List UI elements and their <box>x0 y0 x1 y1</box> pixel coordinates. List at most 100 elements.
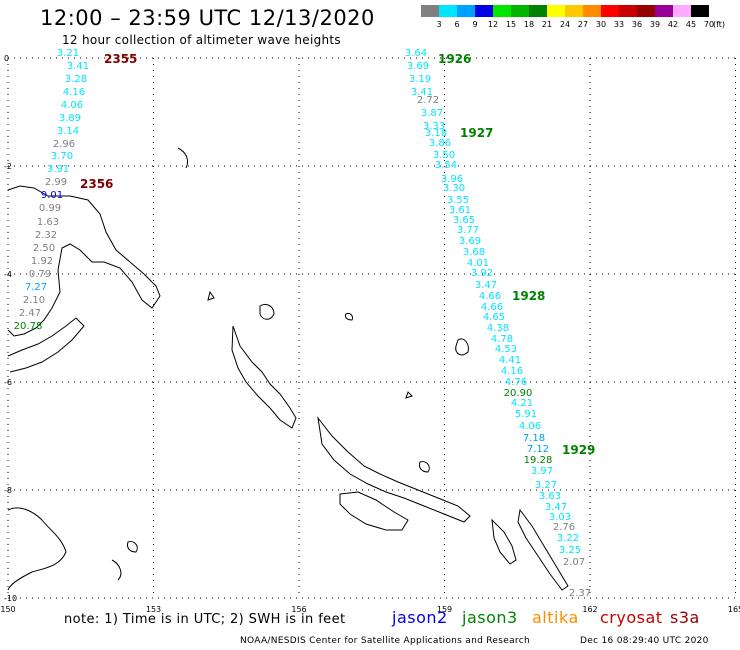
wave-height-value: 4.78 <box>491 334 513 345</box>
scale-label: 24 <box>559 20 571 29</box>
scale-label: 12 <box>487 20 499 29</box>
chart-subtitle: 12 hour collection of altimeter wave hei… <box>62 33 341 47</box>
wave-height-observations: 3.21 3.41 3.28 4.16 4.06 3.89 3.14 2.963.70 3.91… <box>14 48 596 599</box>
scale-swatch <box>673 5 691 17</box>
wave-height-value: 5.91 <box>515 409 537 420</box>
scale-label: 18 <box>523 20 535 29</box>
wave-height-value: 19.28 <box>524 455 553 466</box>
scale-swatch <box>637 5 655 17</box>
wave-height-value: 2.07 <box>563 557 585 568</box>
wave-height-value: 3.97 <box>531 466 553 477</box>
scale-label: 39 <box>649 20 661 29</box>
scale-label: 21 <box>541 20 553 29</box>
x-tick-label: 150 <box>0 605 15 614</box>
scale-swatch <box>439 5 457 17</box>
wave-height-value: 3.41 <box>67 61 89 72</box>
scale-swatch <box>583 5 601 17</box>
wave-height-value: 4.01 <box>467 258 489 269</box>
pass-time-label: 1927 <box>460 126 493 140</box>
wave-height-value: 3.14 <box>57 126 79 137</box>
scale-swatch <box>655 5 673 17</box>
wave-height-value: 4.21 <box>511 398 533 409</box>
wave-height-value: 2.96 <box>53 139 75 150</box>
wave-height-value: 0.79 <box>29 269 51 280</box>
wave-height-value: 3.30 <box>443 183 465 194</box>
wave-height-value: 4.66 <box>479 291 501 302</box>
wave-height-value: 3.65 <box>453 215 475 226</box>
scale-label: 27 <box>577 20 589 29</box>
coastline-islet-4 <box>177 147 189 169</box>
coastline-islet-3 <box>455 338 469 356</box>
wave-height-value: 3.61 <box>449 205 471 216</box>
scale-swatch <box>547 5 565 17</box>
coastline-makira <box>517 508 569 591</box>
wave-height-value: 3.54 <box>435 160 457 171</box>
coastline-islet-8 <box>345 313 353 321</box>
wave-height-value: 3.19 <box>409 74 431 85</box>
scale-swatch <box>619 5 637 17</box>
wave-height-value: 4.16 <box>501 366 523 377</box>
wave-height-value: 4.53 <box>495 344 517 355</box>
scale-label: 70 <box>703 20 715 29</box>
wave-height-value: 3.69 <box>459 236 481 247</box>
wave-height-value: 4.16 <box>63 87 85 98</box>
coastline-islet-5 <box>127 541 138 553</box>
scale-swatch <box>493 5 511 17</box>
scale-label: 30 <box>595 20 607 29</box>
x-tick-label: 162 <box>582 605 597 614</box>
y-tick-label: -10 <box>4 594 17 603</box>
x-tick-label: 165 <box>728 605 740 614</box>
wave-height-value: 2.32 <box>35 230 57 241</box>
pass-time-label: 1928 <box>512 289 545 303</box>
satellite-legend-cryosat: cryosat <box>600 608 663 627</box>
coastline-new-guinea <box>7 317 85 373</box>
scale-label: 42 <box>667 20 679 29</box>
wave-height-value: 3.91 <box>47 164 69 175</box>
wave-height-value: 2.99 <box>45 177 67 188</box>
wave-height-value: 4.66 <box>481 302 503 313</box>
wave-height-value: 2.72 <box>417 95 439 106</box>
coastline-bougainville <box>317 416 471 523</box>
wave-height-value: 3.47 <box>475 280 497 291</box>
y-tick-label: -4 <box>4 270 12 279</box>
scale-swatch <box>691 5 709 17</box>
scale-label: 3 <box>436 20 442 29</box>
wave-height-value: 7.27 <box>25 282 47 293</box>
wave-height-value: 3.21 <box>57 48 79 59</box>
coastline-islet-6 <box>111 559 122 581</box>
pass-time-label: 2355 <box>104 52 137 66</box>
wave-height-value: 3.86 <box>429 138 451 149</box>
wave-height-value: 4.38 <box>487 323 509 334</box>
satellite-legend-s3a: s3a <box>670 608 700 627</box>
pass-time-label: 2356 <box>80 177 113 191</box>
wave-height-value: 0.99 <box>39 203 61 214</box>
wave-height-value: 3.69 <box>407 61 429 72</box>
coastline-malaita <box>491 518 517 565</box>
wave-height-value: 3.25 <box>559 545 581 556</box>
legend-note: note: 1) Time is in UTC; 2) SWH is in fe… <box>64 612 346 627</box>
wave-height-value: 3.27 <box>535 480 557 491</box>
x-tick-label: 153 <box>146 605 161 614</box>
y-tick-label: 0 <box>4 54 9 63</box>
wave-height-value: 20.78 <box>14 321 43 332</box>
wave-height-value: 2.10 <box>23 295 45 306</box>
pass-time-label: 1926 <box>438 52 471 66</box>
wave-height-value: 3.41 <box>411 87 433 98</box>
wave-height-value: 1.63 <box>37 217 59 228</box>
wave-height-value: 2.37 <box>569 588 591 599</box>
scale-label: 15 <box>505 20 517 29</box>
wave-height-value: 3.33 <box>423 121 445 132</box>
wave-height-value: 7.18 <box>523 433 545 444</box>
wave-height-value: 3.28 <box>65 74 87 85</box>
scale-label: 33 <box>613 20 625 29</box>
scale-swatch <box>511 5 529 17</box>
pass-time-label: 1929 <box>562 443 595 457</box>
wave-height-value: 4.76 <box>505 377 527 388</box>
coastline-new-ireland <box>231 325 297 429</box>
wave-height-value: 3.18 <box>425 128 447 139</box>
wave-height-value: 2.50 <box>33 243 55 254</box>
y-tick-label: -2 <box>4 162 12 171</box>
scale-swatch <box>475 5 493 17</box>
wave-height-value: 3.55 <box>447 195 469 206</box>
